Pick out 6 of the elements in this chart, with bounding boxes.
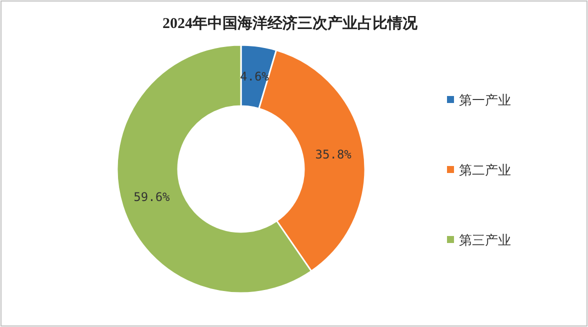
legend-label: 第一产业 [459, 94, 511, 109]
legend-label: 第二产业 [459, 164, 511, 179]
data-label: 59.6% [134, 190, 171, 204]
chart-title: 2024年中国海洋经济三次产业占比情况 [162, 14, 418, 32]
legend-label: 第三产业 [459, 234, 511, 249]
data-label: 35.8% [315, 148, 352, 162]
